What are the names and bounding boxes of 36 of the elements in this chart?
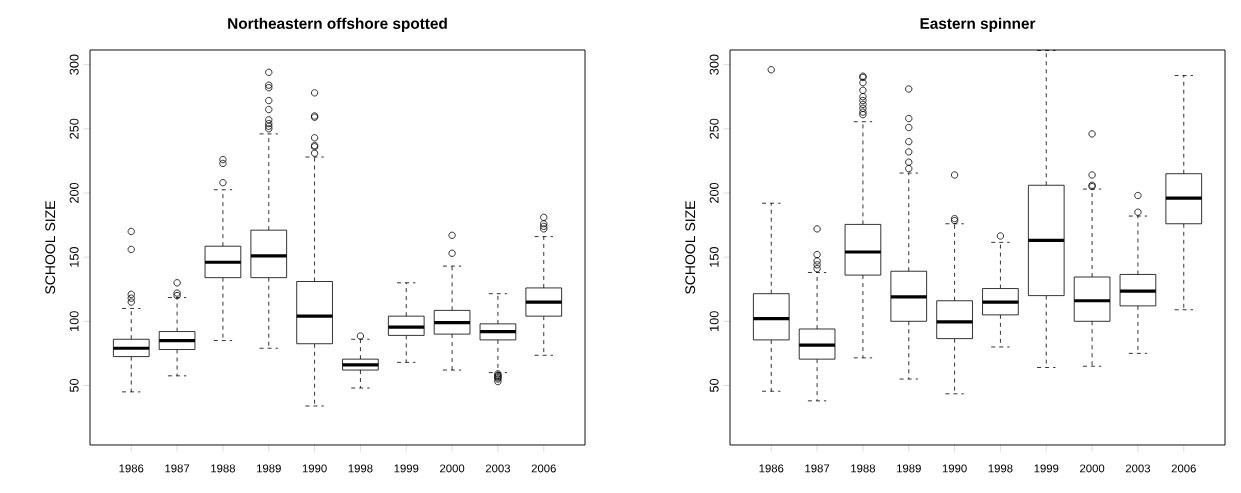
y-tick-label: 300: [69, 54, 79, 75]
x-tick-label: 1998: [348, 464, 373, 473]
y-tick-label: 150: [709, 247, 719, 267]
x-tick-label: 1999: [394, 464, 419, 473]
y-axis-title: SCHOOL SIZE: [685, 201, 696, 294]
y-tick-label: 100: [709, 311, 719, 331]
y-tick-label: 200: [709, 182, 719, 203]
x-tick-label: 2006: [1171, 464, 1196, 473]
x-tick-label: 1998: [988, 464, 1013, 473]
x-tick-label: 1988: [851, 464, 876, 473]
y-tick-label: 50: [69, 378, 79, 392]
x-tick-label: 1986: [119, 464, 144, 473]
y-tick-label: 300: [709, 54, 719, 75]
x-tick-label: 1988: [211, 464, 236, 473]
x-tick-label: 1999: [1034, 464, 1059, 473]
y-tick-label: 200: [69, 182, 79, 203]
x-tick-label: 2006: [531, 464, 556, 473]
x-tick-label: 1989: [257, 464, 281, 473]
y-tick-label: 150: [69, 247, 79, 267]
x-tick-label: 1990: [942, 464, 967, 473]
x-tick-label: 2003: [1125, 464, 1151, 473]
x-tick-label: 1990: [302, 464, 327, 473]
x-tick-label: 1986: [759, 464, 784, 473]
x-tick-label: 2003: [485, 464, 511, 473]
x-tick-label: 1987: [805, 464, 830, 473]
x-tick-label: 1987: [165, 464, 190, 473]
x-tick-label: 2000: [440, 464, 465, 473]
chart-title: Northeastern offshore spotted: [228, 17, 447, 32]
y-tick-label: 50: [709, 378, 719, 392]
y-axis-title: SCHOOL SIZE: [45, 201, 56, 294]
x-tick-label: 2000: [1080, 464, 1105, 473]
y-tick-label: 100: [69, 311, 79, 331]
chart-title: Eastern spinner: [920, 17, 1036, 32]
x-tick-label: 1989: [897, 464, 921, 473]
y-tick-label: 250: [69, 118, 79, 139]
y-tick-label: 250: [709, 118, 719, 139]
